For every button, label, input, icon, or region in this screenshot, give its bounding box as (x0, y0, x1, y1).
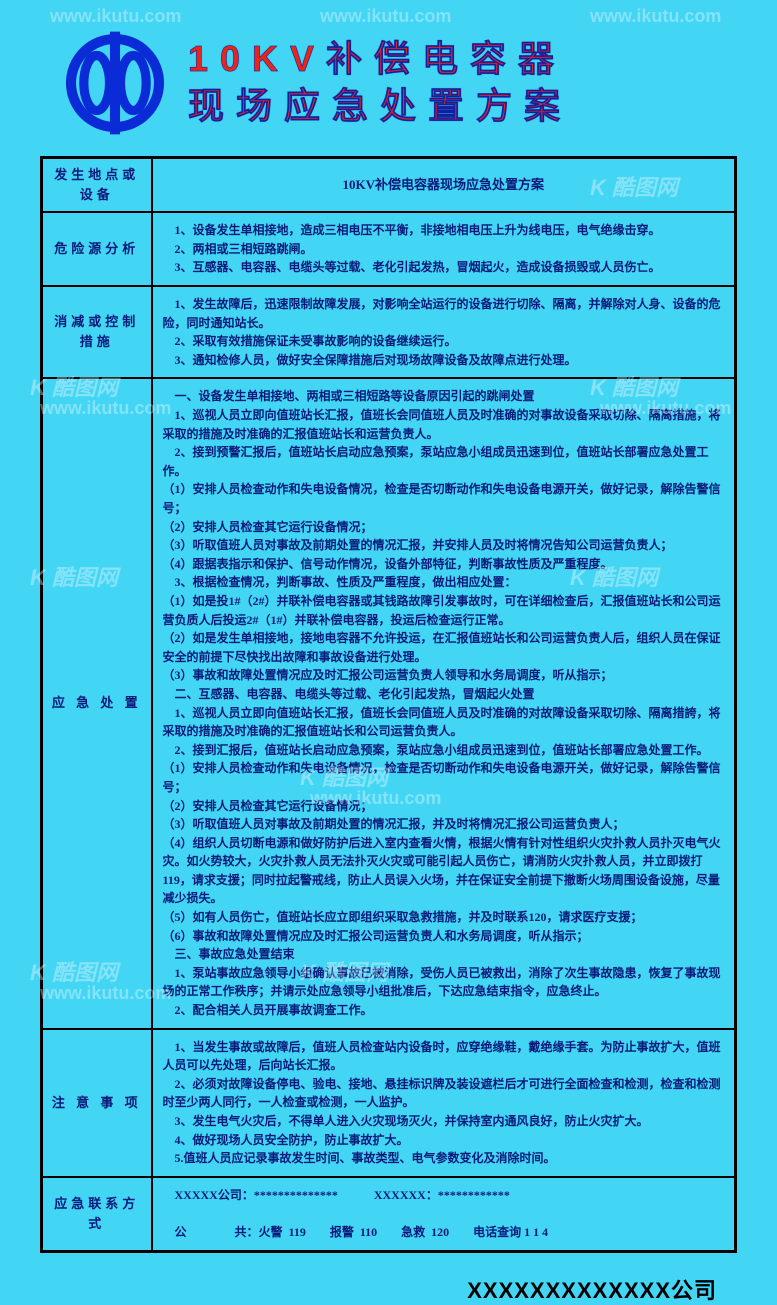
table-row: 消减或控制措施 1、发生故障后，迅速限制故障发展，对影响全站运行的设备进行切除、… (42, 286, 736, 378)
row-label: 注 意 事 项 (42, 1029, 152, 1177)
row-label: 应 急 处 置 (42, 378, 152, 1028)
main-table: 发生地点或设备 10KV补偿电容器现场应急处置方案 危险源分析 1、设备发生单相… (40, 156, 737, 1253)
page-title: 10KV补偿电容器 现场应急处置方案 (188, 36, 572, 130)
logo-icon (60, 28, 170, 138)
header: 10KV补偿电容器 现场应急处置方案 (0, 0, 777, 156)
title-line1: 10KV补偿电容器 (188, 36, 572, 83)
row-content: XXXXX公司：************** XXXXXX：**********… (152, 1177, 736, 1251)
table-row: 危险源分析 1、设备发生单相接地，造成三相电压不平衡，非接地相电压上升为线电压，… (42, 212, 736, 286)
row-content: 1、发生故障后，迅速限制故障发展，对影响全站运行的设备进行切除、隔离，并解除对人… (152, 286, 736, 378)
table-row: 注 意 事 项 1、当发生事故或故障后，值班人员检查站内设备时，应穿绝缘鞋，戴绝… (42, 1029, 736, 1177)
footer-company: XXXXXXXXXXXXX公司 (0, 1253, 777, 1305)
row-label: 危险源分析 (42, 212, 152, 286)
row-content: 1、当发生事故或故障后，值班人员检查站内设备时，应穿绝缘鞋，戴绝缘手套。为防止事… (152, 1029, 736, 1177)
row-content: 1、设备发生单相接地，造成三相电压不平衡，非接地相电压上升为线电压，电气绝缘击穿… (152, 212, 736, 286)
table-row: 应急联系方式 XXXXX公司：************** XXXXXX：***… (42, 1177, 736, 1251)
table-header-row: 发生地点或设备 10KV补偿电容器现场应急处置方案 (42, 158, 736, 213)
title-line2: 现场应急处置方案 (188, 83, 572, 130)
header-right: 10KV补偿电容器现场应急处置方案 (152, 158, 736, 213)
row-label: 应急联系方式 (42, 1177, 152, 1251)
table-row: 应 急 处 置 一、设备发生单相接地、两相或三相短路等设备原因引起的跳闸处置 1… (42, 378, 736, 1028)
row-content: 一、设备发生单相接地、两相或三相短路等设备原因引起的跳闸处置 1、巡视人员立即向… (152, 378, 736, 1028)
row-label: 消减或控制措施 (42, 286, 152, 378)
header-left: 发生地点或设备 (42, 158, 152, 213)
